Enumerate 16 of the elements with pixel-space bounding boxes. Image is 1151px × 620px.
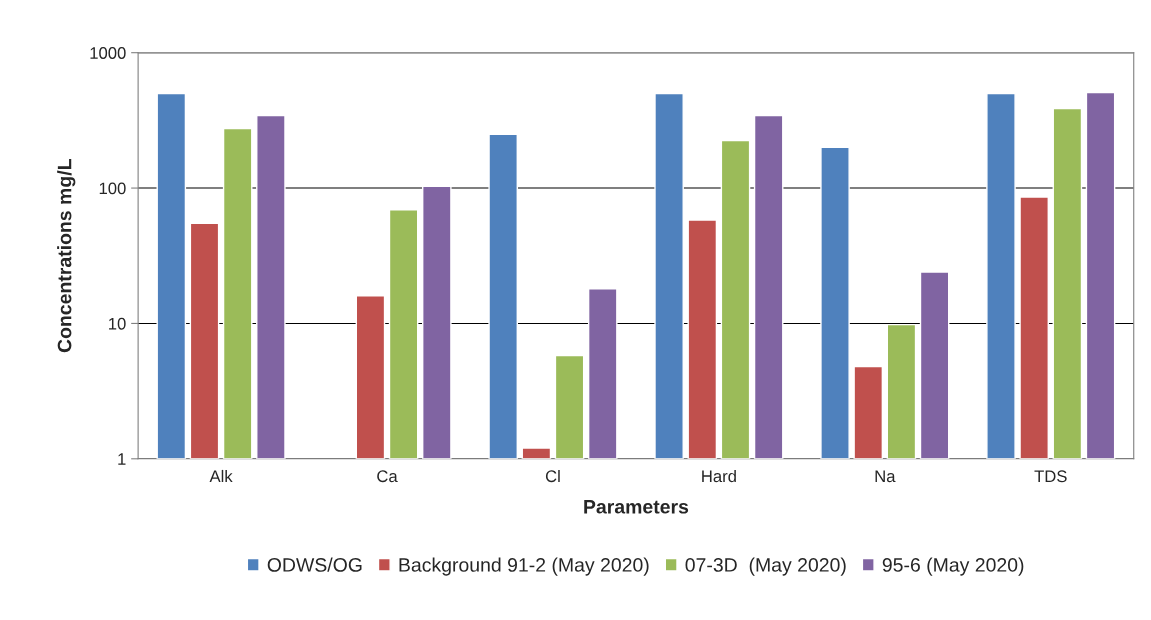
y-axis-title: Concentrations mg/L <box>57 159 76 353</box>
y-tick-label: 1 <box>118 453 126 465</box>
legend-label: Background 91-2 (May 2020) <box>399 557 649 576</box>
y-tick-label: 10 <box>109 317 126 330</box>
x-tick-label: Cl <box>545 469 560 483</box>
y-tick-label: 1000 <box>90 47 126 59</box>
x-tick-label: TDS <box>1034 470 1067 483</box>
y-tick-label: 100 <box>99 182 126 195</box>
legend-label: 07-3D (May 2020) <box>685 557 846 576</box>
x-tick-label: Ca <box>377 470 398 483</box>
x-tick-label: Na <box>875 470 896 483</box>
legend-label: ODWS/OG <box>267 557 362 572</box>
legend-label: 95-6 (May 2020) <box>882 557 1024 576</box>
x-axis-title: Parameters <box>584 500 689 514</box>
x-tick-label: Hard <box>702 469 736 483</box>
x-tick-label: Alk <box>209 469 233 482</box>
